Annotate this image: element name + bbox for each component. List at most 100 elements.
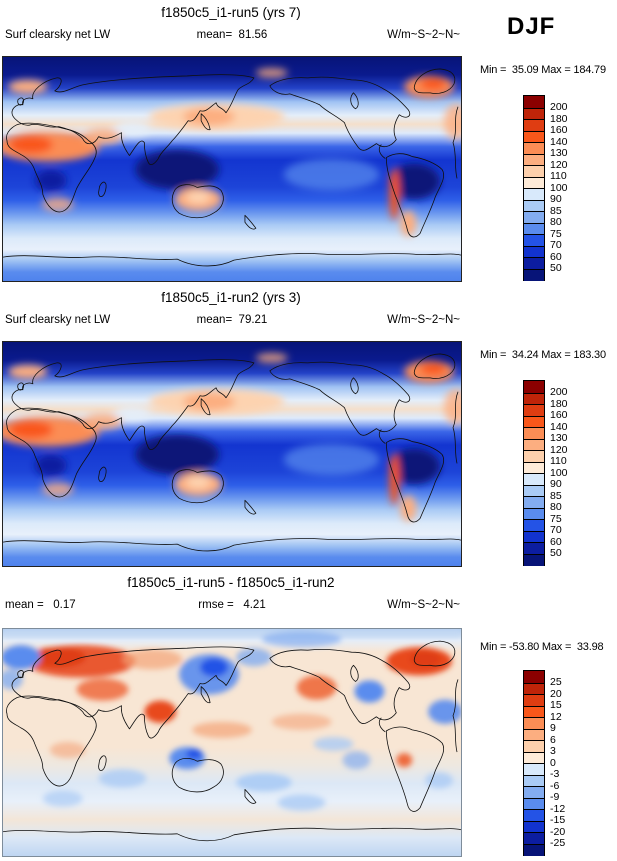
colorbar-tick-label: 160	[550, 409, 568, 421]
colorbar-tick-label: 140	[550, 420, 568, 433]
colorbar-segment	[524, 774, 544, 787]
colorbar-segment	[524, 705, 544, 718]
colorbar-segment	[524, 682, 544, 695]
colorbar-segment	[524, 461, 544, 474]
panel-run5: f1850c5_i1-run5 (yrs 7) Surf clearsky ne…	[0, 0, 617, 285]
colorbar-segment	[524, 234, 544, 247]
panel-title: f1850c5_i1-run5 - f1850c5_i1-run2	[127, 575, 335, 590]
colorbar-tick-label: 6	[550, 733, 556, 746]
world-heatmap	[3, 629, 461, 856]
colorbar-segment	[524, 717, 544, 730]
colorbar-segment	[524, 496, 544, 509]
map-run5	[2, 56, 462, 282]
colorbar-segment	[524, 820, 544, 833]
colorbar-segment	[524, 199, 544, 212]
colorbar-segment	[524, 165, 544, 178]
colorbar-segment	[524, 751, 544, 764]
colorbar-segment	[524, 843, 544, 856]
colorbar-tick-label: 100	[550, 466, 568, 479]
variable-label: Surf clearsky net LW	[5, 29, 111, 41]
stat-row: mean = 0.17 rmse = 4.21 W/m~S~2~N~	[2, 599, 462, 614]
colorbar-tick-label: 80	[550, 501, 562, 513]
colorbar-tick-label: -15	[550, 814, 566, 826]
units-label: W/m~S~2~N~	[387, 599, 460, 611]
minmax-label: Min = -53.80 Max = 33.98	[480, 641, 604, 653]
colorbar: 200 180 160 140 130 120 110 100 90 85 80 75 70 60 50	[523, 380, 568, 566]
colorbar-tick-label: 180	[550, 397, 568, 410]
world-heatmap	[3, 57, 461, 281]
colorbar-segment	[524, 142, 544, 155]
colorbar-tick-label: 25	[550, 676, 562, 688]
panel-run2: f1850c5_i1-run2 (yrs 3) Surf clearsky ne…	[0, 285, 617, 570]
colorbar-segment	[524, 211, 544, 224]
stat-row: Surf clearsky net LW mean= 79.21 W/m~S~2…	[2, 314, 462, 329]
colorbar-tick-label: -9	[550, 791, 560, 803]
map-scene	[3, 57, 461, 281]
colorbar-segment	[524, 694, 544, 707]
colorbar-tick-label: -20	[550, 825, 566, 838]
map-scene	[3, 629, 461, 856]
colorbar-tick-label: 200	[550, 386, 568, 398]
colorbar-segment	[524, 415, 544, 428]
colorbar-segment	[524, 530, 544, 543]
colorbar-segment	[524, 671, 544, 683]
colorbar-tick-label: 70	[550, 524, 562, 536]
colorbar-tick-label: 85	[550, 204, 562, 217]
map-run2	[2, 341, 462, 567]
colorbar: 25 20 15 12 9 6 3 0 -3 -6 -9 -12 -15 -20 -25	[523, 670, 565, 856]
panel-diff: f1850c5_i1-run5 - f1850c5_i1-run2 mean =…	[0, 570, 617, 861]
mean-stat: mean= 81.56	[196, 29, 268, 41]
colorbar-tick-label: 100	[550, 181, 568, 194]
colorbar-tick-label: 75	[550, 227, 562, 240]
colorbar-segment	[524, 245, 544, 258]
colorbar-tick-label: 110	[550, 455, 567, 467]
colorbar-segment	[524, 427, 544, 440]
colorbar-segment	[524, 268, 544, 281]
colorbar-segment	[524, 381, 544, 393]
colorbar-tick-label: -3	[550, 768, 560, 780]
colorbar-segment	[524, 484, 544, 497]
colorbar-tick-label: -12	[550, 802, 566, 815]
panel-title: f1850c5_i1-run5 (yrs 7)	[161, 5, 301, 20]
colorbar-segment	[524, 438, 544, 451]
colorbar-tick-label: 180	[550, 112, 568, 125]
map-scene	[3, 342, 461, 566]
colorbar-segment	[524, 257, 544, 270]
colorbar-segment	[524, 153, 544, 166]
panel-title: f1850c5_i1-run2 (yrs 3)	[161, 290, 301, 305]
colorbar-segment	[524, 740, 544, 753]
colorbar-tick-label: 160	[550, 124, 568, 136]
colorbar-segment	[524, 119, 544, 132]
colorbar-tick-label: 120	[550, 443, 568, 456]
colorbar-segment	[524, 188, 544, 201]
colorbar-tick-label: 120	[550, 158, 568, 171]
colorbar-tick-label: 3	[550, 745, 556, 757]
colorbar-segment	[524, 832, 544, 845]
colorbar-tick-label: 90	[550, 193, 562, 205]
colorbar-tick-label: 0	[550, 756, 556, 769]
colorbar-segment	[524, 450, 544, 463]
colorbar-tick-label: 20	[550, 687, 562, 700]
colorbar: 200 180 160 140 130 120 110 100 90 85 80 75 70 60 50	[523, 95, 568, 281]
colorbar-segment	[524, 130, 544, 143]
variable-label: Surf clearsky net LW	[5, 314, 111, 326]
colorbar-tick-label: -6	[550, 779, 560, 792]
colorbar-segment	[524, 763, 544, 776]
stat-row: Surf clearsky net LW mean= 81.56 W/m~S~2…	[2, 29, 462, 44]
colorbar-segment	[524, 507, 544, 520]
colorbar-tick-label: 70	[550, 239, 562, 251]
colorbar-tick-label: -25	[550, 837, 566, 849]
minmax-label: Min = 34.24 Max = 183.30	[480, 349, 606, 361]
colorbar-tick-label: 50	[550, 547, 562, 559]
colorbar-tick-label: 75	[550, 512, 562, 525]
colorbar-segment	[524, 728, 544, 741]
units-label: W/m~S~2~N~	[387, 29, 460, 41]
colorbar-segment	[524, 107, 544, 120]
colorbar-segment	[524, 786, 544, 799]
colorbar-tick-label: 9	[550, 722, 556, 734]
map-diff	[2, 628, 462, 857]
colorbar-tick-label: 12	[550, 710, 562, 723]
colorbar-segment	[524, 797, 544, 810]
colorbar-segment	[524, 404, 544, 417]
